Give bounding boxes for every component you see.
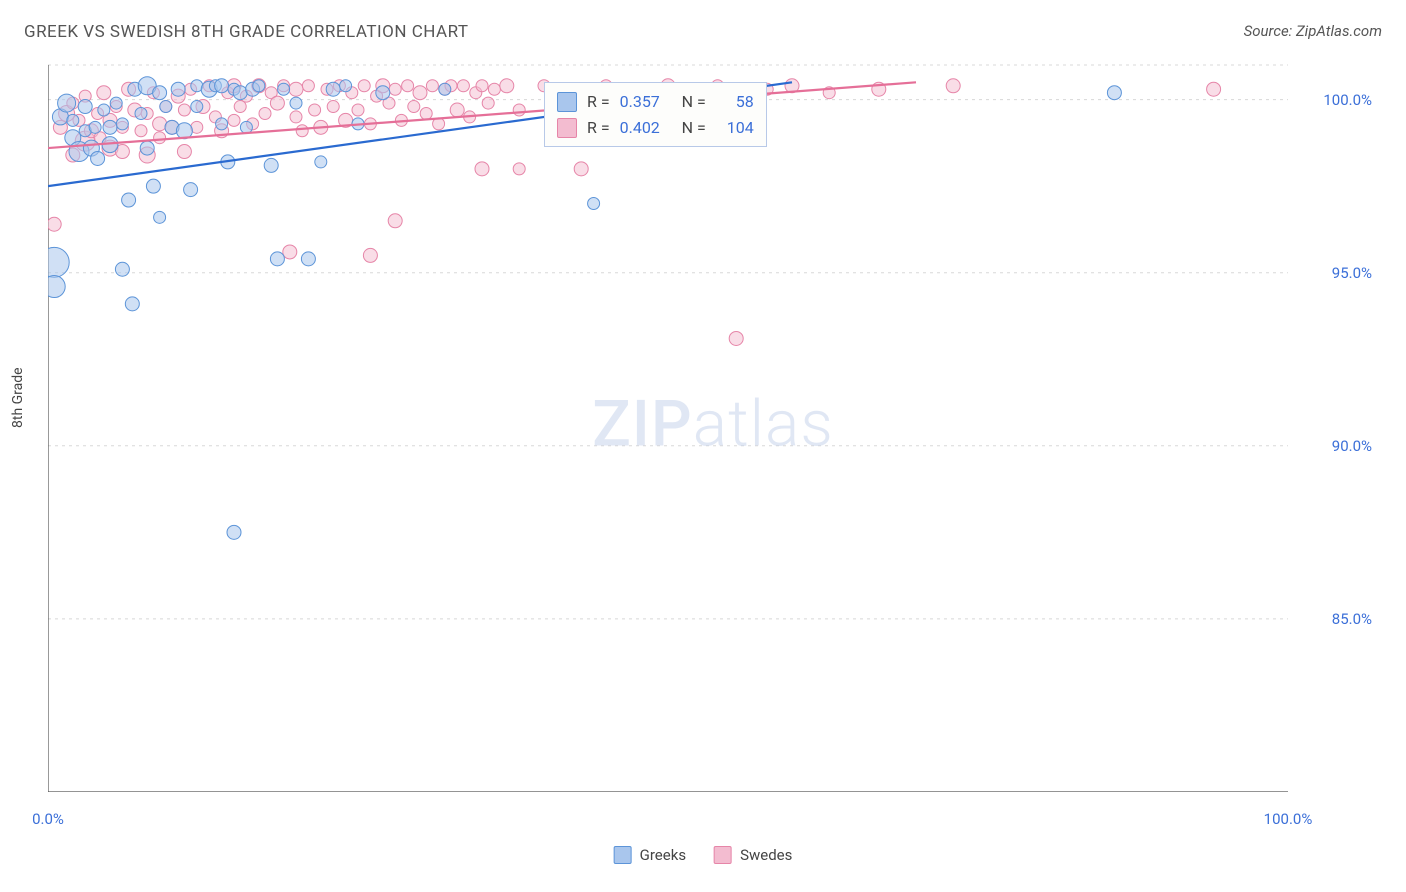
legend-bottom: Greeks Swedes [614,846,793,864]
stats-row: R =0.402N =104 [557,115,754,141]
x-tick-label: 100.0% [1264,810,1313,828]
source-label: Source: ZipAtlas.com [1244,22,1382,40]
legend-item-greeks: Greeks [614,846,686,864]
stats-swatch [557,92,577,112]
legend-swatch-swedes [714,846,732,864]
legend-item-swedes: Swedes [714,846,792,864]
plot-area: ZIPatlas R =0.357N =58R =0.402N =104 85.… [48,55,1378,792]
y-tick-label: 85.0% [1332,610,1372,628]
legend-label-greeks: Greeks [640,846,686,864]
legend-swatch-greeks [614,846,632,864]
chart-svg [48,55,1378,792]
stats-box: R =0.357N =58R =0.402N =104 [544,82,767,147]
y-tick-label: 95.0% [1332,264,1372,282]
y-axis-label: 8th Grade [10,367,26,428]
chart-title: GREEK VS SWEDISH 8TH GRADE CORRELATION C… [24,22,469,42]
stats-swatch [557,118,577,138]
stats-row: R =0.357N =58 [557,89,754,115]
x-tick-label: 0.0% [32,810,64,828]
legend-label-swedes: Swedes [740,846,792,864]
y-tick-label: 90.0% [1332,437,1372,455]
y-tick-label: 100.0% [1323,91,1372,109]
